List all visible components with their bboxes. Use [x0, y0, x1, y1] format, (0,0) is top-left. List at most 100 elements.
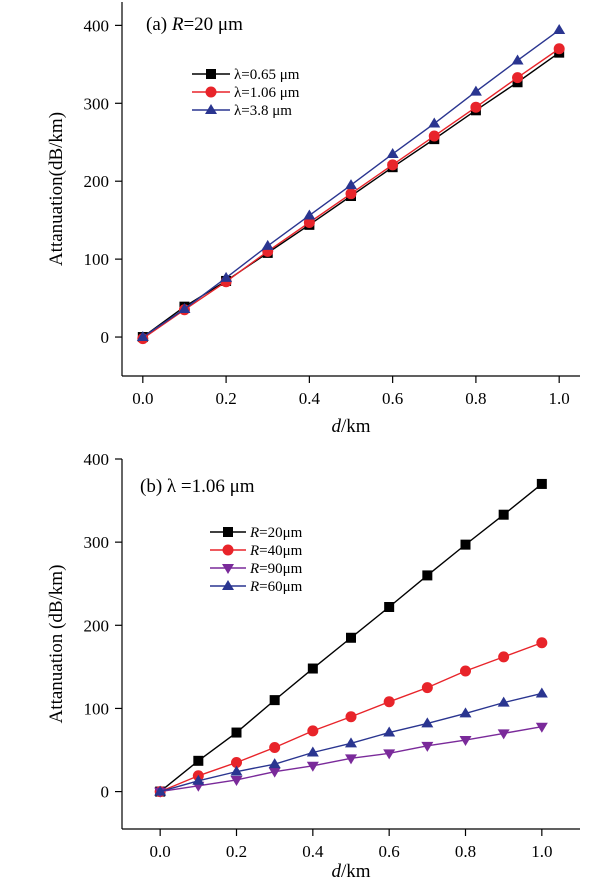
- series-1: [137, 43, 565, 345]
- x-tick-label: 1.0: [549, 389, 570, 408]
- data-point: [469, 85, 482, 96]
- legend: λ=0.65 μm λ=1.06 μm λ=3.8 μm: [192, 67, 300, 119]
- legend-marker: [206, 69, 216, 79]
- legend-label: R=90μm: [249, 561, 303, 577]
- legend-marker: [222, 580, 234, 590]
- x-tick-label: 0.2: [226, 842, 247, 861]
- legend-marker: [222, 544, 234, 556]
- data-point: [345, 711, 357, 723]
- data-point: [306, 746, 319, 757]
- x-tick-label: 0.0: [132, 389, 153, 408]
- data-point: [421, 741, 434, 752]
- data-point: [303, 217, 315, 229]
- legend: R=20μm R=40μm R=90μm R=60μm: [210, 525, 303, 595]
- data-point: [231, 756, 242, 768]
- data-point: [535, 687, 548, 698]
- data-point: [269, 695, 280, 706]
- y-tick-label: 400: [84, 16, 110, 35]
- y-tick-label: 100: [84, 250, 110, 269]
- data-point: [268, 767, 281, 778]
- legend-marker: [205, 86, 217, 98]
- data-point: [497, 696, 510, 707]
- data-point: [498, 509, 509, 520]
- x-tick-label: 0.6: [379, 842, 400, 861]
- y-tick-label: 0: [101, 328, 110, 347]
- chart-panel-a: 0 100 200 300 400 0.0 0.2 0.4 0.6 0.8 1.0 d/km Attan…: [46, 2, 580, 437]
- data-point: [459, 707, 472, 718]
- data-point: [422, 570, 433, 581]
- data-point: [459, 736, 472, 747]
- data-point: [421, 682, 433, 694]
- legend-label: λ=3.8 μm: [234, 103, 292, 119]
- x-tick-label: 1.0: [531, 842, 552, 861]
- legend-marker: [223, 527, 233, 537]
- panel-title: (b) λ =1.06 μm: [140, 476, 255, 497]
- data-point: [428, 130, 440, 142]
- data-point: [383, 696, 395, 708]
- data-point: [386, 147, 399, 158]
- series-0: [155, 478, 547, 797]
- data-point: [536, 637, 548, 649]
- legend-marker: [205, 104, 217, 114]
- data-point: [383, 726, 396, 737]
- data-point: [346, 632, 356, 643]
- data-point: [535, 722, 548, 733]
- data-point: [553, 43, 565, 55]
- data-point: [268, 758, 281, 769]
- data-point: [261, 239, 274, 250]
- legend-label: R=40μm: [249, 543, 303, 559]
- series-2: [136, 24, 566, 342]
- data-point: [345, 179, 357, 190]
- series-3: [154, 687, 548, 796]
- x-tick-label: 0.2: [215, 389, 236, 408]
- y-tick-label: 200: [84, 172, 110, 191]
- data-point: [345, 754, 357, 765]
- data-point: [193, 755, 204, 766]
- data-point: [230, 765, 243, 776]
- legend-label: R=60μm: [249, 579, 303, 595]
- series-2: [154, 722, 548, 798]
- legend-label: λ=0.65 μm: [234, 67, 300, 83]
- data-point: [460, 665, 471, 677]
- legend-label: λ=1.06 μm: [234, 85, 300, 101]
- data-point: [345, 188, 357, 200]
- data-point: [307, 725, 319, 737]
- x-tick-label: 0.4: [302, 842, 324, 861]
- data-point: [384, 602, 395, 612]
- data-point: [498, 651, 510, 663]
- x-tick-label: 0.6: [382, 389, 403, 408]
- data-point: [512, 72, 524, 84]
- data-point: [460, 539, 471, 550]
- data-point: [511, 54, 524, 65]
- y-tick-label: 100: [84, 699, 110, 718]
- y-tick-label: 300: [84, 533, 110, 552]
- y-tick-label: 400: [84, 450, 110, 469]
- data-point: [553, 24, 566, 35]
- data-point: [269, 742, 281, 754]
- data-point: [303, 209, 316, 220]
- y-tick-label: 200: [84, 616, 110, 635]
- data-point: [497, 729, 510, 740]
- data-point: [345, 737, 357, 748]
- data-point: [387, 159, 399, 171]
- data-point: [428, 117, 441, 128]
- x-tick-label: 0.8: [455, 842, 476, 861]
- chart-panel-b: 0 100 200 300 400 0.0 0.2 0.4 0.6 0.8 1.0 d/km Attan…: [46, 450, 580, 882]
- data-point: [306, 761, 319, 772]
- data-point: [178, 302, 191, 313]
- x-tick-label: 0.4: [299, 389, 321, 408]
- data-point: [307, 663, 318, 674]
- data-point: [230, 775, 243, 786]
- x-axis-title: d/km: [331, 861, 370, 882]
- x-tick-label: 0.8: [465, 389, 486, 408]
- data-point: [136, 331, 149, 342]
- data-point: [154, 785, 167, 796]
- series-1: [154, 637, 548, 798]
- x-axis-title: d/km: [331, 416, 370, 437]
- panel-title: (a) R=20 μm: [146, 14, 243, 35]
- y-axis-title: Attanuation (dB/km): [46, 565, 67, 724]
- legend-marker: [222, 564, 234, 574]
- data-point: [220, 271, 233, 282]
- data-point: [383, 749, 396, 760]
